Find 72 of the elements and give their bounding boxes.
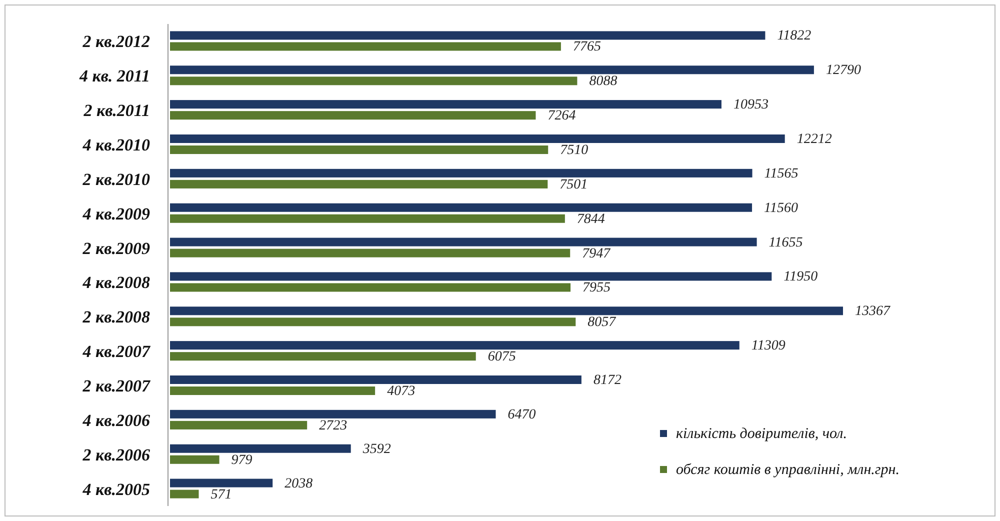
data-label: 7510: [560, 143, 588, 158]
data-label: 979: [231, 452, 252, 468]
bar: [170, 238, 757, 246]
data-label: 7844: [576, 212, 605, 227]
y-tick-label: 4 кв.2009: [82, 204, 150, 224]
data-label: 8172: [593, 372, 622, 388]
data-label: 11309: [751, 338, 786, 354]
bar: [170, 180, 548, 188]
data-label: 7947: [582, 246, 612, 262]
bar: [170, 100, 722, 109]
bar: [170, 283, 571, 292]
data-label: 2723: [319, 418, 348, 434]
data-label: 10953: [733, 98, 768, 113]
bar: [170, 203, 752, 212]
data-label: 8057: [588, 315, 617, 330]
data-label: 11565: [764, 166, 798, 182]
bar: [170, 341, 740, 350]
data-label: 7264: [548, 108, 576, 124]
bar: [170, 272, 772, 281]
bar: [170, 134, 785, 143]
bar: [170, 42, 561, 51]
bar: [170, 31, 766, 40]
y-tick-label: 2 кв.2012: [82, 32, 150, 52]
bar: [170, 410, 496, 418]
y-tick-label: 4 кв.2010: [82, 136, 150, 154]
bar: [170, 455, 220, 464]
bar: [170, 386, 376, 396]
data-label: 12212: [796, 132, 832, 147]
bar: [170, 76, 578, 86]
y-tick-label: 4 кв.2008: [82, 273, 150, 292]
y-tick-label: 2 кв.2008: [82, 308, 150, 327]
data-label: 6470: [508, 407, 536, 422]
data-label: 11560: [764, 200, 798, 216]
data-label: 11822: [777, 28, 812, 44]
y-tick-label: 4 кв.2005: [82, 480, 150, 499]
y-tick-label: 4 кв.2006: [82, 410, 150, 430]
bar: [170, 214, 565, 223]
bar: [170, 111, 536, 120]
y-tick-label: 4 кв.2007: [82, 342, 152, 362]
bar: [170, 66, 814, 74]
bar: [170, 420, 308, 430]
y-tick-label: 2 кв.2009: [82, 238, 150, 258]
y-tick-label: 2 кв.2010: [82, 170, 150, 189]
data-label: 2038: [284, 476, 313, 492]
bar: [170, 375, 582, 384]
bar: [170, 352, 476, 361]
data-label: 12790: [826, 63, 861, 78]
data-label: 8088: [589, 74, 618, 90]
y-tick-label: 2 кв.2007: [82, 376, 152, 396]
data-label: 11655: [768, 235, 803, 250]
data-label: 7955: [582, 280, 611, 296]
data-label: 571: [210, 487, 232, 502]
bar: [170, 306, 843, 316]
legend-label: кількість довірителів, чол.: [676, 426, 847, 442]
bar: [170, 318, 576, 326]
legend-label: обсяг коштів в управлінні, млн.грн.: [676, 462, 900, 478]
y-tick-label: 4 кв. 2011: [78, 66, 150, 86]
y-tick-label: 2 кв.2006: [82, 445, 150, 464]
data-label: 7501: [560, 177, 588, 192]
bar: [170, 490, 199, 498]
data-label: 7765: [572, 40, 601, 55]
data-label: 11950: [784, 270, 818, 285]
y-tick-label: 2 кв.2011: [82, 101, 150, 120]
bar: [170, 248, 570, 258]
bar: [170, 146, 548, 154]
data-label: 4073: [387, 384, 416, 400]
data-label: 6075: [488, 350, 516, 365]
data-label: 3592: [362, 442, 391, 457]
bar: [170, 478, 273, 488]
data-label: 13367: [855, 304, 891, 320]
bar: [170, 168, 752, 178]
bar: [170, 444, 351, 453]
